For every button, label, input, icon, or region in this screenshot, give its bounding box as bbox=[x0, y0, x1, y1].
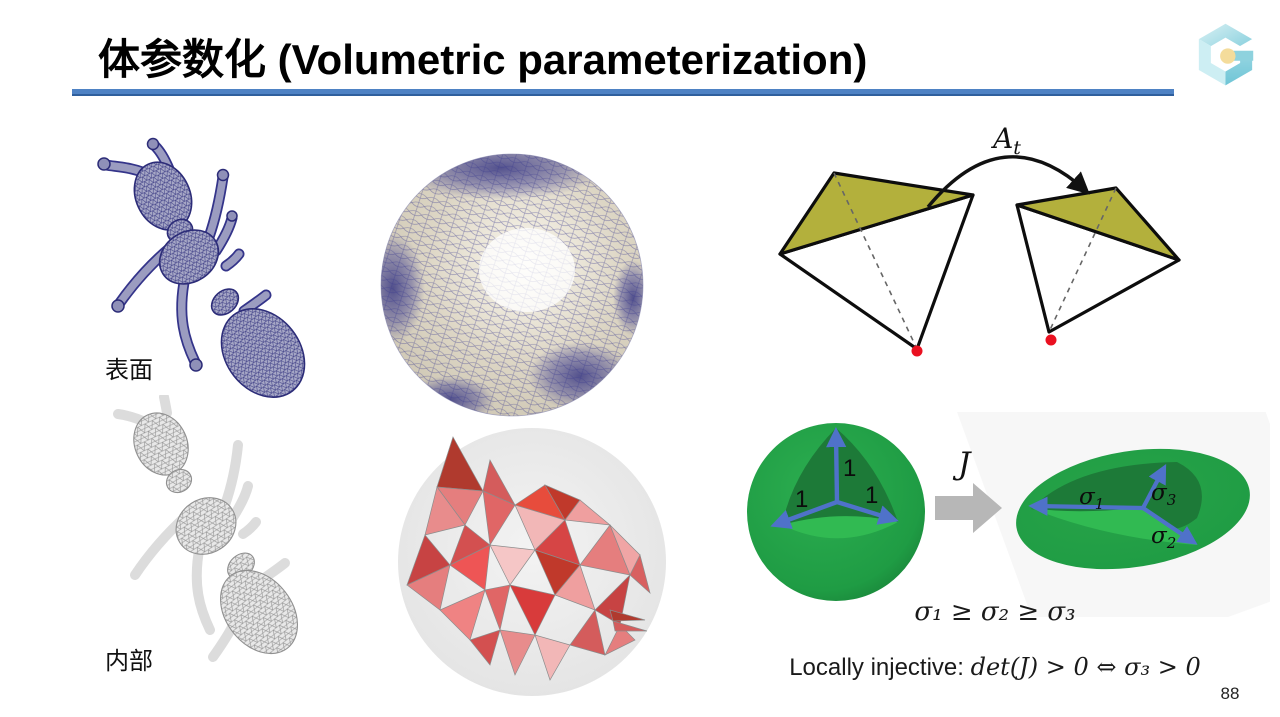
svg-text:σ1: σ1 bbox=[1079, 484, 1104, 513]
left-tet-hidden-edge bbox=[833, 172, 918, 350]
ant-feet bbox=[97, 137, 238, 372]
page-title: 体参数化 (Volumetric parameterization) bbox=[98, 36, 868, 83]
interior-label: 内部 bbox=[105, 648, 153, 675]
svg-text:1: 1 bbox=[843, 455, 856, 482]
ant-body bbox=[133, 161, 306, 398]
map-label: At bbox=[990, 122, 1021, 159]
jacobian-label: J bbox=[952, 446, 972, 482]
tet-mapping-figure: At bbox=[778, 122, 1181, 357]
jacobian-block-arrow bbox=[935, 483, 1002, 533]
mapping-arc-arrow bbox=[926, 155, 1090, 209]
sphere-cut-floor bbox=[782, 516, 898, 539]
sigma-ordering-equation: σ₁ ≥ σ₂ ≥ σ₃ bbox=[914, 597, 1076, 627]
left-tet-top-face bbox=[778, 171, 975, 256]
right-tet-red-vertex bbox=[1045, 334, 1057, 346]
svg-text:1: 1 bbox=[795, 486, 808, 513]
sigma-axes bbox=[1028, 464, 1198, 545]
red-tetrahedra-cluster bbox=[406, 436, 651, 681]
sphere-mesh-shading bbox=[381, 154, 643, 416]
jacobian-figure: 1 1 1 J σ1 σ3 σ2 bbox=[747, 412, 1270, 617]
ant-interior-body bbox=[133, 412, 298, 655]
surface-label: 表面 bbox=[105, 357, 153, 384]
sphere-cutout bbox=[782, 428, 898, 536]
unit-axis-labels: 1 1 1 bbox=[795, 455, 878, 513]
sphere-surface-mesh-figure bbox=[380, 153, 644, 417]
injective-prefix: Locally injective: bbox=[789, 654, 971, 681]
right-tet-top-face bbox=[1015, 186, 1181, 262]
page-number: 88 bbox=[1220, 684, 1240, 703]
lab-logo-icon bbox=[1198, 23, 1255, 86]
svg-text:1: 1 bbox=[865, 482, 878, 509]
right-tet-hidden-edge bbox=[1048, 187, 1117, 333]
svg-text:σ2: σ2 bbox=[1151, 523, 1176, 552]
surface-mesh-ant-figure bbox=[97, 137, 306, 398]
sphere-interior-tets-figure bbox=[398, 428, 666, 696]
svg-text:σ3: σ3 bbox=[1151, 480, 1176, 509]
unit-axes bbox=[770, 426, 899, 529]
locally-injective-statement: Locally injective: det(J) > 0 ⇔ σ₃ > 0 bbox=[762, 653, 1228, 682]
sigma-axis-labels: σ1 σ3 σ2 bbox=[1079, 480, 1176, 552]
left-tet-red-vertex bbox=[911, 345, 923, 357]
interior-mesh-ant-figure bbox=[113, 395, 298, 662]
title-underline bbox=[72, 89, 1174, 96]
injective-math: det(J) > 0 ⇔ σ₃ > 0 bbox=[970, 653, 1201, 681]
